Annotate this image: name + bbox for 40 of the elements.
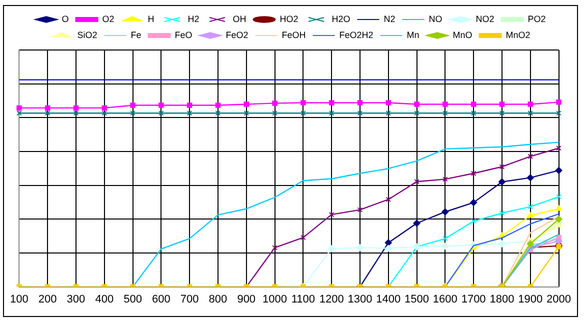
legend-label: FeO <box>174 30 192 40</box>
x-tick-label: 1500 <box>404 293 430 306</box>
legend-label: FeOH <box>282 30 306 40</box>
x-tick-label: 2000 <box>546 293 572 306</box>
legend-label: FeO2H2 <box>339 30 374 40</box>
legend-label: HO2 <box>280 14 298 24</box>
x-tick-label: 1000 <box>262 293 288 306</box>
legend-label: MnO <box>452 30 472 40</box>
x-tick-label: 1200 <box>319 293 344 306</box>
legend-label: H2 <box>188 14 200 24</box>
legend-label: H <box>148 14 154 24</box>
x-tick-label: 1700 <box>461 293 486 306</box>
legend-label: O <box>62 14 69 24</box>
legend-label: Mn <box>406 30 420 40</box>
x-tick-label: 1900 <box>518 293 543 306</box>
legend-label: MnO2 <box>506 30 530 40</box>
x-tick-label: 1800 <box>490 293 514 306</box>
legend-label: OH <box>232 14 246 24</box>
x-tick-label: 400 <box>95 293 114 306</box>
x-tick-label: 800 <box>208 293 228 306</box>
x-tick-label: 600 <box>152 293 170 306</box>
x-tick-label: 300 <box>66 293 86 306</box>
legend-label: NO2 <box>476 14 494 24</box>
legend-label: FeO2 <box>226 30 248 40</box>
x-tick-label: 1300 <box>348 293 372 306</box>
x-tick-label: 1100 <box>291 293 315 306</box>
x-tick-label: 200 <box>38 293 57 306</box>
legend-label: PO2 <box>528 14 546 24</box>
x-tick-label: 900 <box>237 293 256 306</box>
legend-label: N2 <box>384 14 396 24</box>
x-tick-label: 500 <box>124 293 142 306</box>
legend-label: NO <box>428 14 442 24</box>
legend-label: SiO2 <box>77 30 98 40</box>
legend-label: O2 <box>102 14 114 24</box>
legend-label: Fe <box>130 30 142 40</box>
legend-label: H2O <box>332 14 350 24</box>
x-tick-label: 1400 <box>376 293 401 306</box>
x-tick-label: 100 <box>10 293 28 306</box>
x-tick-label: 700 <box>180 293 199 306</box>
x-tick-label: 1600 <box>432 293 458 306</box>
